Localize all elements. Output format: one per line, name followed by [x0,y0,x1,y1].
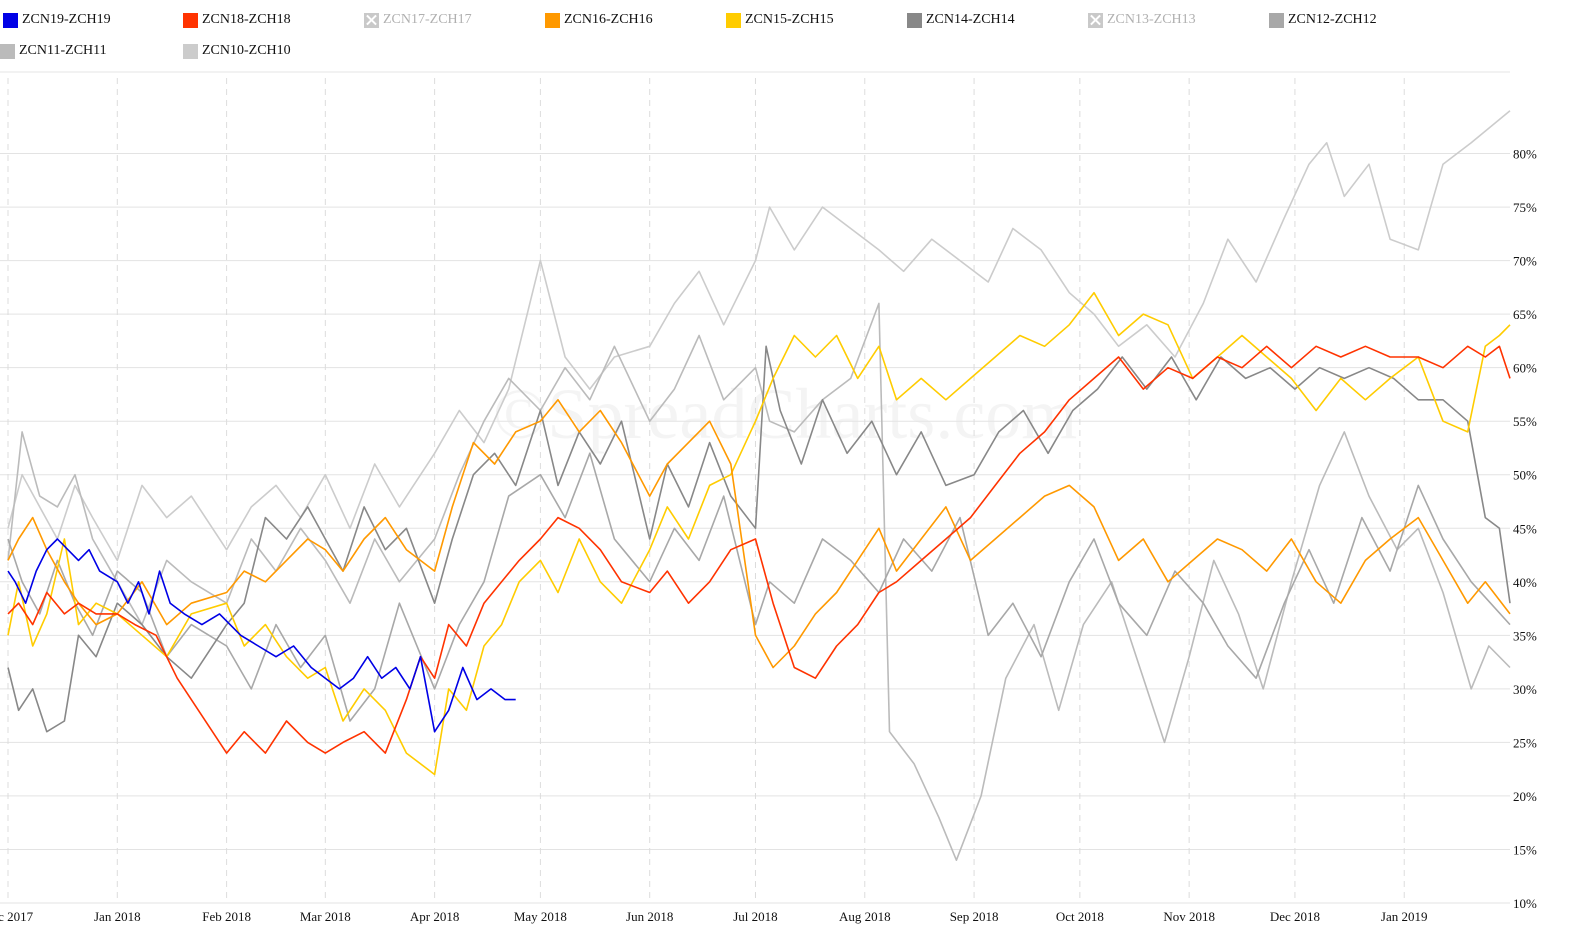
legend-item[interactable]: ZCN13-ZCH13 [1088,12,1196,28]
x-tick-label: May 2018 [514,909,567,924]
legend-label: ZCN11-ZCH11 [19,43,107,58]
legend-label: ZCN17-ZCH17 [383,12,472,27]
legend-swatch [907,12,922,28]
y-tick-label: 25% [1513,735,1537,750]
y-tick-label: 10% [1513,896,1537,911]
y-tick-label: 20% [1513,789,1537,804]
series-line [7,291,1511,776]
x-tick-label: Nov 2018 [1163,909,1215,924]
y-tick-label: 15% [1513,842,1537,857]
y-tick-label: 80% [1513,147,1537,162]
legend-item[interactable]: ZCN11-ZCH11 [0,43,107,59]
series-layer [7,110,1511,862]
watermark: ©SpreadCharts.com [493,374,1078,454]
x-axis-ticks: Dec 2017 Jan 2018 Feb 2018 Mar 2018 Apr 2018… [0,909,1428,924]
legend-label: ZCN15-ZCH15 [745,12,834,27]
legend-label: ZCN14-ZCH14 [926,12,1015,27]
x-tick-label: Oct 2018 [1056,909,1104,924]
y-tick-label: 35% [1513,628,1537,643]
legend-item[interactable]: ZCN10-ZCH10 [183,43,291,59]
y-tick-label: 55% [1513,414,1537,429]
x-tick-label: Aug 2018 [839,909,891,924]
x-tick-label: Dec 2018 [1270,909,1320,924]
legend-swatch [3,12,18,28]
y-axis-ticks: 10% 15% 20% 25% 30% 35% 40% 45% 50% 55% 60% 65% 70% 7… [1513,147,1537,911]
series-line [7,110,1511,562]
x-tick-label: Jan 2018 [94,909,141,924]
legend-swatch [1088,12,1103,28]
legend-item[interactable]: ZCN18-ZCH18 [183,12,291,28]
x-tick-label: Feb 2018 [202,909,251,924]
legend-swatch [1269,12,1284,28]
y-tick-label: 60% [1513,361,1537,376]
y-tick-label: 30% [1513,682,1537,697]
legend-label: ZCN13-ZCH13 [1107,12,1196,27]
y-tick-label: 75% [1513,200,1537,215]
series-line [7,452,1511,722]
legend-item[interactable]: ZCN12-ZCH12 [1269,12,1377,28]
series-line [7,345,1511,733]
legend-item[interactable]: ZCN17-ZCH17 [364,12,472,28]
legend-swatch [364,12,379,28]
legend-item[interactable]: ZCN19-ZCH19 [3,12,111,28]
y-tick-label: 40% [1513,575,1537,590]
legend-label: ZCN12-ZCH12 [1288,12,1377,27]
legend-item[interactable]: ZCN16-ZCH16 [545,12,653,28]
x-tick-label: Jul 2018 [733,909,777,924]
legend-label: ZCN10-ZCH10 [202,43,291,58]
series-line [7,538,516,733]
legend-swatch [545,12,560,28]
legend-item[interactable]: ZCN14-ZCH14 [907,12,1015,28]
legend-item[interactable]: ZCN15-ZCH15 [726,12,834,28]
y-tick-label: 65% [1513,307,1537,322]
legend-label: ZCN18-ZCH18 [202,12,291,27]
y-tick-label: 45% [1513,521,1537,536]
x-tick-label: Sep 2018 [950,909,999,924]
series-line [7,345,1511,754]
vertical-gridlines [7,78,1405,903]
legend-label: ZCN19-ZCH19 [22,12,111,27]
x-tick-label: Mar 2018 [300,909,351,924]
x-tick-label: Jun 2018 [626,909,673,924]
x-tick-label: Dec 2017 [0,909,34,924]
legend-swatch [183,12,198,28]
legend-swatch [0,43,15,59]
y-tick-label: 50% [1513,468,1537,483]
legend-label: ZCN16-ZCH16 [564,12,653,27]
series-line [7,398,1511,669]
x-tick-label: Jan 2019 [1381,909,1428,924]
x-tick-label: Apr 2018 [410,909,459,924]
y-tick-label: 70% [1513,254,1537,269]
legend-swatch [183,43,198,59]
legend-swatch [726,12,741,28]
chart-legend: ZCN19-ZCH19 ZCN18-ZCH18 ZCN17-ZCH17 ZCN1… [0,8,1570,68]
